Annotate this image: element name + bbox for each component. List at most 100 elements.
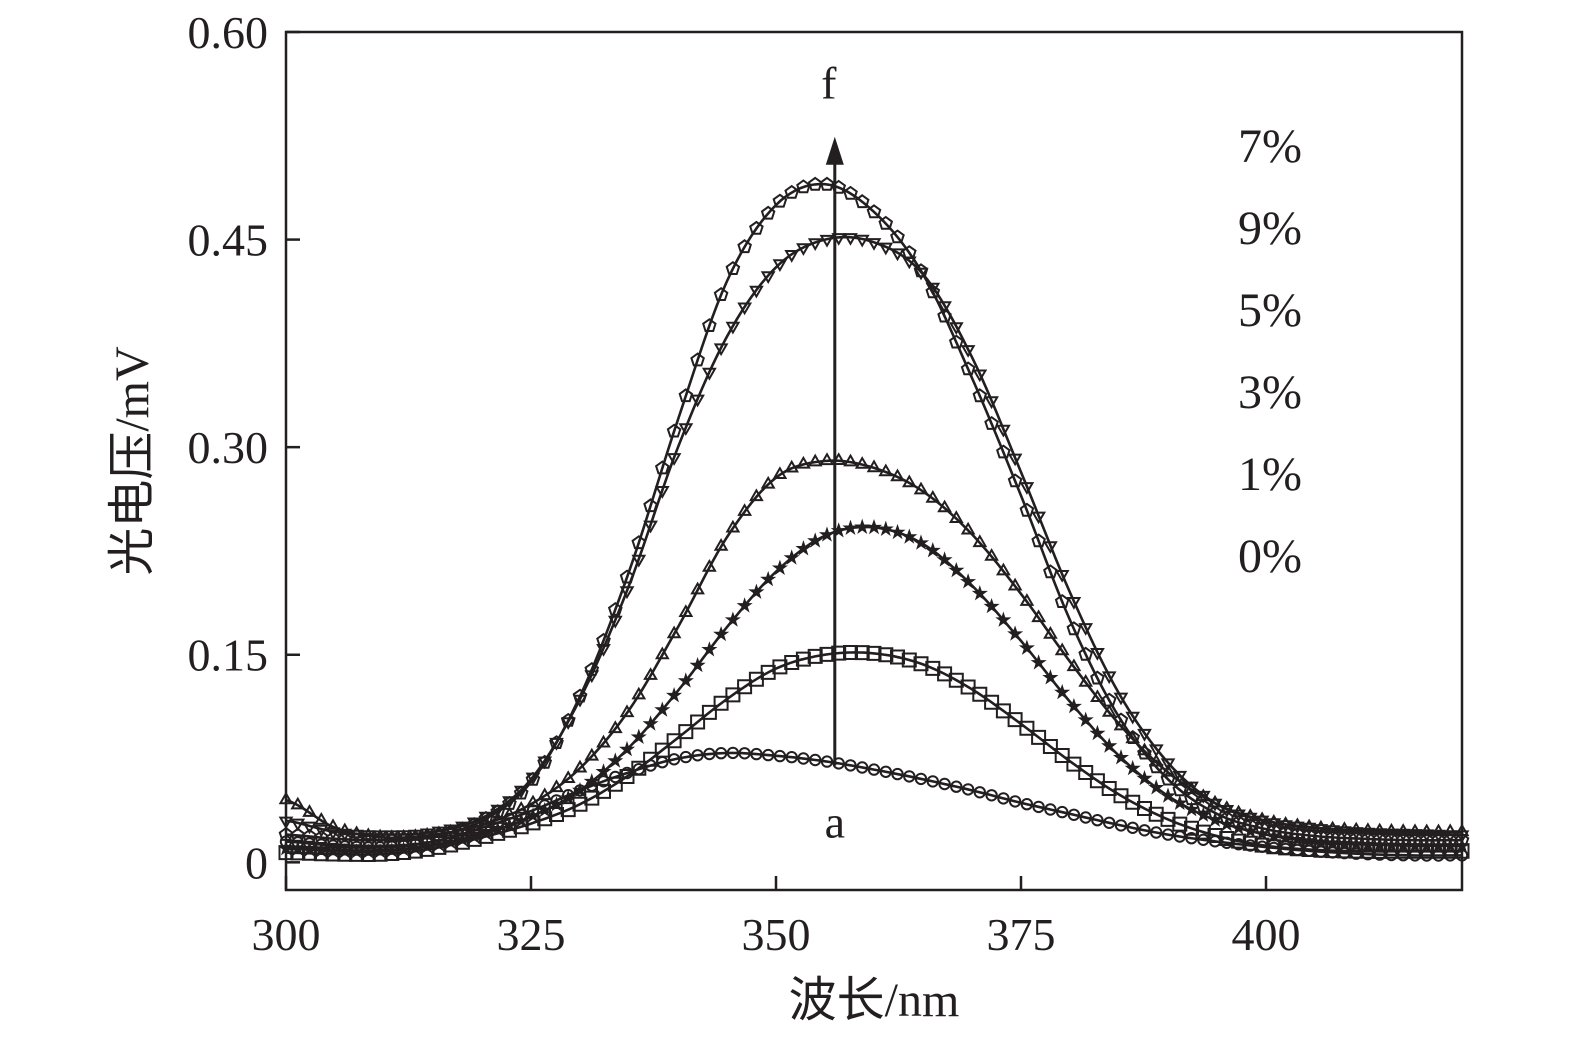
data-point <box>878 463 894 477</box>
data-point <box>1067 808 1081 821</box>
data-point <box>749 488 764 502</box>
data-point <box>631 535 647 550</box>
data-point <box>1042 669 1059 685</box>
data-point <box>643 667 658 680</box>
data-point <box>1079 811 1092 824</box>
data-point <box>784 655 800 670</box>
data-point <box>490 811 506 824</box>
data-point <box>1113 692 1129 706</box>
data-point <box>619 586 635 600</box>
data-point <box>995 611 1012 627</box>
data-point <box>1278 824 1293 839</box>
data-point <box>1007 577 1023 591</box>
data-point <box>1150 826 1163 839</box>
x-tick-label: 300 <box>252 909 321 960</box>
data-point <box>912 534 930 550</box>
data-point <box>1431 829 1446 843</box>
data-point <box>1195 806 1212 822</box>
data-point <box>1054 748 1070 763</box>
data-point <box>631 760 647 776</box>
data-point <box>1031 511 1047 525</box>
data-point <box>795 540 812 556</box>
data-point <box>1138 824 1151 837</box>
data-point <box>549 779 564 793</box>
data-point <box>1290 826 1305 841</box>
data-point <box>689 656 706 673</box>
data-point <box>713 286 729 301</box>
data-point <box>843 233 858 246</box>
data-point <box>1160 771 1176 786</box>
data-point <box>1384 828 1399 842</box>
data-point <box>985 789 998 802</box>
data-point <box>607 615 623 629</box>
data-point <box>1231 814 1246 829</box>
data-point <box>313 824 329 838</box>
data-point <box>724 611 741 627</box>
data-point <box>1159 787 1177 803</box>
data-point <box>443 824 458 839</box>
data-point <box>1242 835 1258 851</box>
data-point <box>937 308 952 323</box>
data-point <box>372 842 389 859</box>
data-point <box>430 836 447 852</box>
data-point <box>560 770 576 783</box>
y-tick-label: 0.15 <box>188 630 269 681</box>
data-point <box>595 763 612 779</box>
data-point <box>725 519 741 533</box>
data-point <box>1360 831 1376 846</box>
data-point <box>983 597 1000 614</box>
data-point <box>760 570 777 587</box>
y-tick-label: 0.45 <box>188 215 269 266</box>
data-point <box>1148 759 1164 774</box>
data-point <box>1090 670 1105 685</box>
data-point <box>596 644 611 657</box>
data-point <box>1172 773 1188 786</box>
data-point <box>725 260 741 275</box>
data-point <box>818 526 835 542</box>
data-point <box>937 301 952 315</box>
data-point <box>690 352 705 367</box>
data-point <box>913 656 929 672</box>
data-point <box>572 688 588 703</box>
data-point <box>926 775 939 788</box>
data-point <box>762 748 775 762</box>
data-point <box>642 715 659 731</box>
data-point <box>643 520 658 534</box>
data-point <box>1044 803 1057 816</box>
data-point <box>1148 779 1165 795</box>
data-point <box>984 548 999 561</box>
data-point <box>678 724 694 740</box>
data-point <box>302 828 317 843</box>
data-point <box>607 720 623 734</box>
data-point <box>701 704 717 720</box>
data-point <box>1043 564 1058 579</box>
data-point <box>725 321 741 335</box>
data-point <box>960 361 976 376</box>
data-point <box>737 302 753 316</box>
data-point <box>890 468 905 482</box>
data-point <box>678 388 694 403</box>
data-point <box>1384 831 1399 846</box>
data-point <box>443 824 459 838</box>
data-point <box>278 791 294 805</box>
data-point <box>678 604 694 617</box>
data-point <box>997 792 1010 805</box>
data-point <box>713 537 729 551</box>
data-point <box>1337 826 1352 840</box>
data-point <box>1160 758 1176 772</box>
data-point <box>596 734 611 748</box>
data-point <box>666 453 682 466</box>
data-point <box>349 825 364 839</box>
data-point <box>1054 593 1070 608</box>
data-point <box>1278 815 1293 829</box>
data-point <box>879 765 892 778</box>
data-point <box>901 652 917 668</box>
data-point <box>502 806 517 820</box>
data-point <box>1031 729 1047 745</box>
data-point <box>537 756 553 770</box>
data-point <box>1183 801 1200 817</box>
arrow-bottom-label: a <box>825 796 845 847</box>
data-point <box>536 801 553 818</box>
data-point <box>890 229 905 244</box>
data-point <box>866 238 882 251</box>
